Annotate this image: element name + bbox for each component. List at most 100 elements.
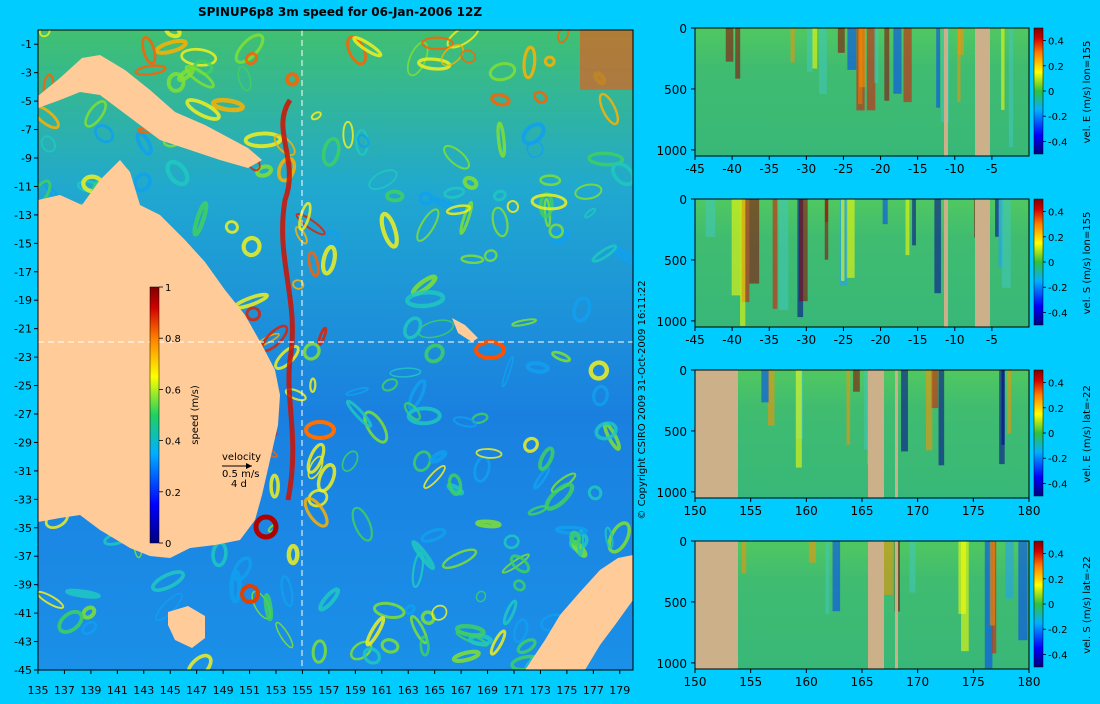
section-panel-2: -45 -40 -35 -30 -25 -20 -15 -10 -5 0 500 1000 0.4 0.2… — [656, 193, 1093, 347]
eddy-mark — [489, 629, 507, 656]
eddy-mark — [275, 621, 294, 649]
section-y-tick-label: 1000 — [656, 486, 687, 500]
velocity-streak — [1007, 370, 1012, 434]
section-colorbar-tick-label: 0.2 — [1048, 62, 1064, 73]
section-x-tick-label: -10 — [945, 162, 965, 176]
eddy-mark — [574, 183, 603, 200]
velocity-streak — [1008, 28, 1014, 148]
map-x-tick-label: 171 — [504, 684, 525, 697]
section-background — [695, 541, 1029, 669]
section-x-tick-label: 180 — [1018, 675, 1041, 689]
eddy-mark — [38, 179, 52, 206]
section-land — [944, 28, 948, 156]
section-x-tick-label: -45 — [685, 333, 705, 347]
eddy-mark — [316, 463, 337, 493]
eddy-mark — [357, 134, 370, 149]
section-colorbar-tick-label: -0.2 — [1048, 454, 1068, 465]
eddy-mark — [309, 377, 317, 393]
eddy-mark — [521, 122, 546, 146]
map-x-axis: 135 137 139 141 143 145 147 149 151 153 155 157 159 1… — [28, 670, 630, 697]
section-x-tick-label: 160 — [795, 675, 818, 689]
velocity-streak — [859, 28, 866, 88]
eddy-mark — [285, 72, 300, 87]
eddy-mark — [154, 38, 188, 55]
map-y-tick-label: -23 — [14, 351, 32, 364]
section-land — [695, 378, 738, 498]
velocity-streak — [1001, 370, 1005, 445]
section-land — [975, 199, 990, 327]
eddy-mark — [491, 206, 509, 238]
section-land — [895, 370, 898, 498]
velocity-streak — [772, 199, 778, 309]
section-colorbar-tick-label: -0.4 — [1048, 479, 1068, 490]
velocity-streak — [866, 28, 876, 111]
eddy-mark — [446, 30, 480, 49]
speed-colorbar-tick-label: 0.4 — [165, 437, 181, 448]
eddy-mark — [501, 355, 514, 388]
velocity-streak — [957, 28, 961, 103]
map-x-tick-label: 151 — [239, 684, 260, 697]
speed-colorbar-tick-label: 0.8 — [165, 334, 181, 345]
map-y-axis: -1 -3 -5 -7 -9 -11 -13 -15 -17 -19 -21 -23 -25 -27 -29… — [14, 38, 38, 677]
eddy-mark — [516, 638, 537, 655]
eddy-mark — [503, 534, 520, 550]
section-x-tick-label: 170 — [906, 504, 929, 518]
section-colorbar — [1033, 27, 1044, 155]
velocity-streak — [938, 370, 945, 466]
section-frame — [694, 198, 1030, 328]
speed-colorbar: 0 0.2 0.4 0.6 0.8 1 speed (m/s) — [149, 283, 201, 550]
map-y-tick-label: -11 — [14, 180, 32, 193]
eddy-mark — [135, 131, 153, 156]
eddy-mark — [294, 226, 308, 245]
map-y-tick-label: -3 — [21, 67, 32, 80]
map-x-tick-label: 141 — [107, 684, 128, 697]
map-x-tick-label: 173 — [530, 684, 551, 697]
eddy-mark — [273, 134, 296, 157]
speed-colorbar-label: speed (m/s) — [190, 385, 201, 445]
land-tasmania — [168, 606, 205, 648]
eddy-mark — [419, 635, 430, 657]
eddy-mark — [594, 421, 618, 441]
eddy-mark — [451, 649, 481, 664]
section-y-tick-label: 500 — [664, 254, 687, 268]
map-x-tick-label: 147 — [186, 684, 207, 697]
eddy-mark — [84, 100, 107, 128]
section-x-tick-label: -15 — [908, 333, 928, 347]
velocity-streak — [795, 370, 802, 468]
velocity-streak — [808, 541, 816, 563]
velocity-streak — [883, 541, 893, 595]
map-y-tick-label: -9 — [21, 152, 32, 165]
eddy-mark — [141, 35, 157, 65]
section-x-tick-label: -25 — [834, 162, 854, 176]
eddy-mark — [533, 466, 551, 490]
section-x-tick-label: -40 — [722, 162, 742, 176]
velocity-key-speed: 0.5 m/s — [222, 469, 259, 480]
eddy-mark — [311, 639, 327, 664]
eddy-mark — [81, 620, 98, 635]
ring-eddy — [304, 420, 336, 440]
eddy-mark — [241, 235, 262, 258]
velocity-streak — [957, 28, 964, 55]
map-y-tick-label: -37 — [14, 550, 32, 563]
eddy-mark — [543, 55, 556, 67]
eddy-mark — [522, 45, 537, 80]
eddy-mark — [317, 326, 328, 347]
section-x-tick-label: 155 — [739, 675, 762, 689]
section-colorbar-tick-label: 0.2 — [1048, 404, 1064, 415]
eddy-mark — [592, 384, 609, 407]
eddy-mark — [186, 653, 213, 670]
map-y-tick-label: -33 — [14, 493, 32, 506]
eddy-mark — [492, 189, 507, 202]
eddy-mark — [94, 124, 115, 144]
eddy-mark — [526, 140, 544, 158]
ring-eddy — [253, 514, 279, 540]
eddy-mark — [548, 223, 564, 239]
speed-map — [38, 30, 633, 670]
copyright-text: © Copyright CSIRO 2009 31-Oct-2009 16:11… — [637, 280, 648, 519]
map-x-tick-label: 155 — [292, 684, 313, 697]
section-x-tick-label: 150 — [684, 675, 707, 689]
map-y-tick-label: -29 — [14, 436, 32, 449]
velocity-streak — [846, 199, 855, 278]
section-x-tick-label: -30 — [797, 162, 817, 176]
